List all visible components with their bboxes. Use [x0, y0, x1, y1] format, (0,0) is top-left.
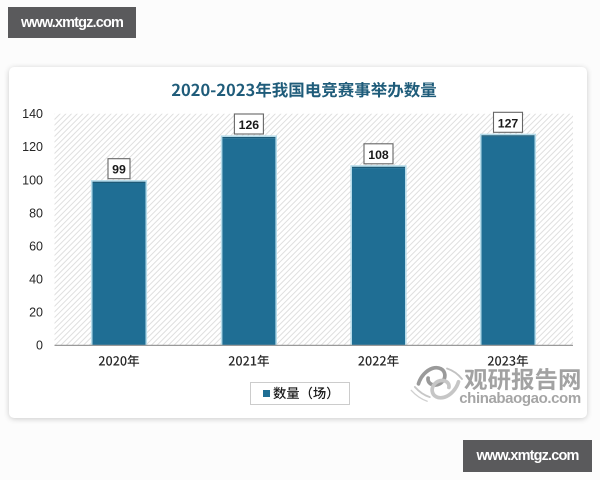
- svg-text:140: 140: [22, 107, 43, 121]
- svg-text:100: 100: [22, 173, 43, 187]
- svg-text:108: 108: [368, 148, 389, 162]
- svg-text:chinabaogao.com: chinabaogao.com: [459, 390, 581, 407]
- svg-text:120: 120: [22, 140, 43, 154]
- svg-text:60: 60: [29, 240, 43, 254]
- svg-text:99: 99: [112, 163, 126, 177]
- svg-text:126: 126: [239, 118, 260, 132]
- svg-text:20: 20: [29, 306, 43, 320]
- svg-text:80: 80: [29, 206, 43, 220]
- svg-text:40: 40: [29, 273, 43, 287]
- svg-text:0: 0: [36, 339, 43, 353]
- svg-text:127: 127: [498, 116, 519, 130]
